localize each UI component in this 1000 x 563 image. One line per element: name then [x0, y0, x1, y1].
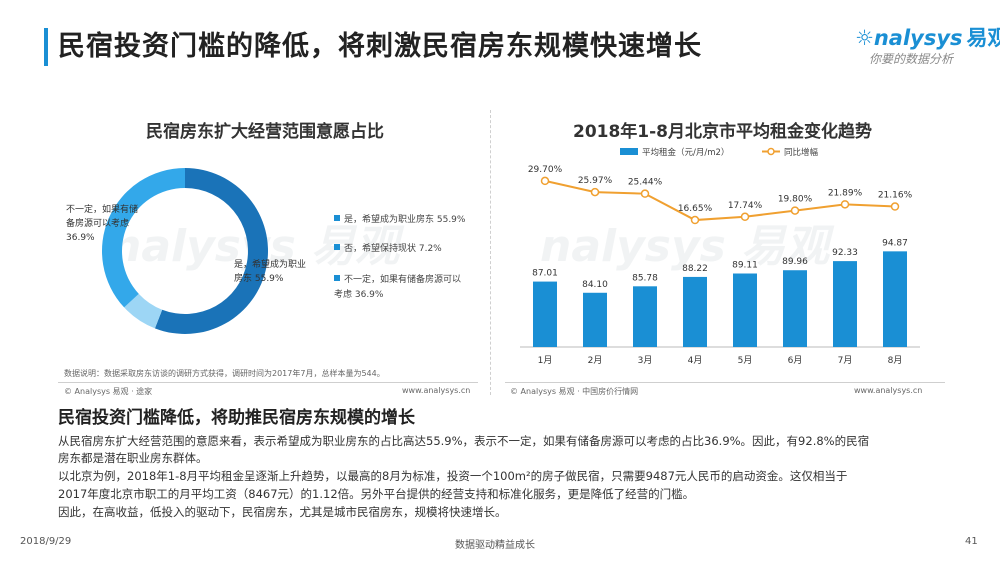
rent-bar — [583, 292, 607, 347]
bar-value-label: 84.10 — [582, 280, 608, 290]
bar-value-label: 88.22 — [682, 264, 708, 274]
growth-point — [640, 189, 650, 198]
growth-value-label: 29.70% — [528, 165, 563, 175]
growth-line — [544, 179, 896, 222]
right-source: © Analysys 易观 · 中国房价行情网 — [510, 387, 639, 396]
x-tick-label: 5月 — [738, 355, 753, 366]
donut-slice — [124, 293, 163, 329]
growth-point — [690, 215, 700, 225]
growth-value-label: 21.16% — [878, 191, 913, 201]
survey-note: 数据说明：数据采取房东访谈的调研方式获得，调研时间为2017年7月，总样本量为5… — [64, 369, 385, 378]
left-footer-line — [58, 382, 478, 383]
brand-name: ☼nalysys 易观 — [855, 26, 1000, 50]
title-accent-bar — [44, 28, 48, 66]
growth-point — [540, 176, 550, 186]
bar-value-label: 89.96 — [782, 257, 808, 267]
rent-bar — [883, 251, 907, 347]
donut-label-maybe: 不一定，如果有储 备房源可以考虑 36.9% — [66, 205, 139, 243]
right-site: www.analysys.cn — [854, 386, 923, 395]
pie-legend-item: 不一定，如果有储备房源可以 考虑 36.9% — [334, 275, 462, 300]
donut-slice — [154, 168, 268, 334]
donut-slice — [101, 168, 185, 308]
x-tick-label: 3月 — [638, 355, 653, 366]
growth-value-label: 25.44% — [628, 178, 663, 188]
rent-trend-chart: 平均租金（元/月/m2） 同比增幅 87.01 1月 84.10 2月 85.78 3月 88.… — [520, 147, 920, 366]
growth-point — [740, 212, 750, 222]
growth-point — [590, 187, 600, 197]
page-title: 民宿投资门槛的降低，将刺激民宿房东规模快速增长 — [58, 31, 702, 62]
bar-value-label: 89.11 — [732, 261, 758, 271]
rent-bar — [683, 276, 707, 347]
legend-label-bar: 平均租金（元/月/m2） — [642, 147, 729, 158]
bar-value-label: 85.78 — [632, 273, 658, 283]
left-site: www.analysys.cn — [402, 386, 471, 395]
watermark: nalysys 易观 — [540, 221, 830, 272]
footer-date: 2018/9/29 — [20, 536, 72, 547]
legend-swatch — [334, 215, 340, 221]
left-chart-title: 民宿房东扩大经营范围意愿占比 — [146, 122, 384, 142]
legend-label-line: 同比增幅 — [784, 147, 819, 158]
footer-slogan: 数据驱动精益成长 — [455, 540, 535, 551]
growth-point — [840, 200, 850, 209]
legend-marker-line — [767, 147, 775, 156]
rent-bar — [633, 286, 657, 347]
x-tick-label: 6月 — [788, 355, 803, 366]
summary-line: 房东都是潜在职业房东群体。 — [58, 451, 208, 465]
summary-line: 2017年度北京市职工的月平均工资（8467元）的1.12倍。另外平台提供的经营… — [58, 487, 695, 501]
summary-line: 从民宿房东扩大经营范围的意愿来看，表示希望成为职业房东的占比高达55.9%，表示… — [58, 434, 870, 448]
x-tick-label: 8月 — [888, 355, 903, 366]
growth-point — [790, 206, 800, 215]
bar-value-label: 94.87 — [882, 238, 908, 248]
rent-bar — [833, 261, 857, 347]
rent-bar — [783, 270, 807, 347]
legend-swatch-bar — [620, 148, 638, 155]
donut-label-yes: 是，希望成为职业 房东 55.9% — [234, 260, 307, 284]
legend-swatch — [334, 244, 340, 250]
right-footer-line — [505, 382, 945, 383]
bar-value-label: 92.33 — [832, 248, 858, 258]
growth-value-label: 16.65% — [678, 204, 713, 214]
page-number: 41 — [965, 536, 978, 547]
left-source: © Analysys 易观 · 途家 — [64, 387, 153, 396]
legend-swatch — [334, 275, 340, 281]
x-tick-label: 2月 — [588, 355, 603, 366]
growth-point — [890, 202, 900, 211]
chart-divider — [490, 110, 491, 395]
bar-value-label: 87.01 — [532, 269, 558, 279]
x-tick-label: 7月 — [838, 355, 853, 366]
brand-tagline: 你要的数据分析 — [869, 52, 954, 66]
growth-value-label: 25.97% — [578, 176, 613, 186]
growth-value-label: 21.89% — [828, 188, 863, 198]
pie-legend-item: 否，希望保持现状 7.2% — [334, 242, 442, 257]
summary-heading: 民宿投资门槛降低，将助推民宿房东规模的增长 — [58, 408, 415, 428]
right-chart-title: 2018年1-8月北京市平均租金变化趋势 — [572, 122, 873, 142]
summary-line: 以北京为例，2018年1-8月平均租金呈逐渐上升趋势，以最高的8月为标准，投资一… — [58, 469, 848, 483]
x-tick-label: 1月 — [538, 355, 553, 366]
growth-value-label: 19.80% — [778, 195, 813, 205]
x-tick-label: 4月 — [688, 355, 703, 366]
rent-bar — [733, 273, 757, 347]
growth-value-label: 17.74% — [728, 201, 763, 211]
summary-line: 因此，在高收益，低投入的驱动下，民宿房东，尤其是城市民宿房东，规模将快速增长。 — [58, 505, 507, 519]
donut-chart — [101, 168, 268, 334]
brand-logo: ☼nalysys 易观 你要的数据分析 — [855, 22, 1000, 68]
pie-legend-item: 是，希望成为职业房东 55.9% — [334, 213, 465, 228]
rent-bar — [533, 281, 557, 347]
